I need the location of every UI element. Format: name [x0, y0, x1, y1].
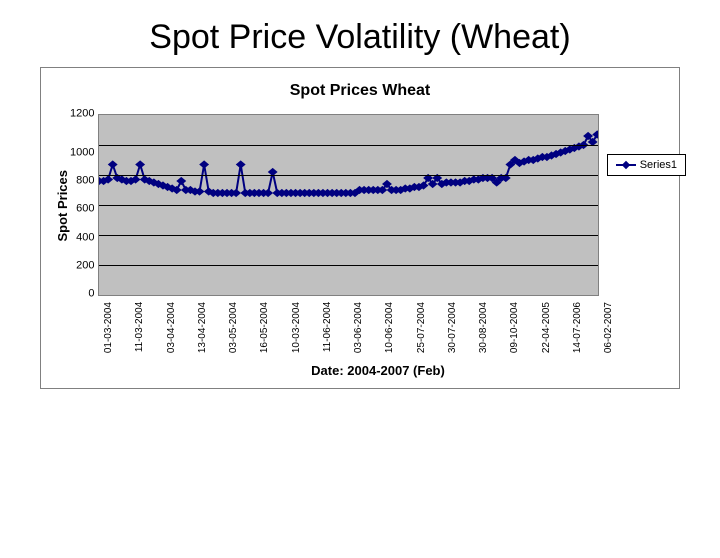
slide-title: Spot Price Volatility (Wheat): [0, 18, 720, 57]
y-axis-label: Spot Prices: [51, 170, 70, 242]
x-tick-label: 10-03-2004: [292, 302, 302, 353]
x-tick-label: 22-04-2005: [542, 302, 552, 353]
x-tick-label: 06-02-2007: [604, 302, 614, 353]
chart-title: Spot Prices Wheat: [51, 82, 669, 100]
x-tick-label: 25-07-2004: [417, 302, 427, 353]
x-tick-label: 01-03-2004: [104, 302, 114, 353]
chart-container: Spot Prices Wheat Spot Prices 1200 1000 80…: [40, 67, 680, 389]
legend-marker-icon: [616, 160, 636, 170]
x-ticks-row: 01-03-2004 11-03-2004 03-04-2004 13-04-2004…: [70, 302, 686, 353]
x-axis-label: Date: 2004-2007 (Feb): [70, 363, 686, 378]
plot-column: 120010008006004002000 Series1 01-03-2004…: [70, 114, 686, 378]
grid-line: [99, 205, 597, 206]
x-tick-label: 09-10-2004: [510, 302, 520, 353]
grid-line: [99, 175, 597, 176]
x-tick-label: 13-04-2004: [198, 302, 208, 353]
x-tick-label: 30-07-2004: [448, 302, 458, 353]
y-tick-label: 0: [88, 288, 94, 299]
x-tick-label: 03-04-2004: [167, 302, 177, 353]
y-tick-label: 400: [76, 232, 94, 243]
y-tick-label: 1200: [70, 109, 94, 120]
y-tick-label: 1000: [70, 148, 94, 159]
chart-body: Spot Prices 120010008006004002000 Series…: [51, 114, 669, 378]
y-axis-ticks: 120010008006004002000: [70, 114, 98, 294]
plot-area: [98, 114, 598, 296]
y-tick-label: 200: [76, 260, 94, 271]
x-tick-label: 11-03-2004: [135, 302, 145, 353]
x-tick-label: 11-06-2004: [323, 302, 333, 353]
plot-row: 120010008006004002000 Series1: [70, 114, 686, 296]
x-tick-label: 03-05-2004: [229, 302, 239, 353]
x-tick-label: 10-06-2004: [385, 302, 395, 353]
y-tick-label: 600: [76, 204, 94, 215]
legend-label: Series1: [640, 159, 677, 171]
x-tick-label: 16-05-2004: [260, 302, 270, 353]
x-tick-label: 14-07-2006: [573, 302, 583, 353]
x-tick-label: 03-06-2004: [354, 302, 364, 353]
grid-line: [99, 265, 597, 266]
x-tick-label: 30-08-2004: [479, 302, 489, 353]
x-axis-ticks: 01-03-2004 11-03-2004 03-04-2004 13-04-2004…: [104, 302, 614, 353]
grid-line: [99, 235, 597, 236]
grid-line: [99, 145, 597, 146]
y-tick-label: 800: [76, 176, 94, 187]
legend: Series1: [607, 154, 686, 176]
